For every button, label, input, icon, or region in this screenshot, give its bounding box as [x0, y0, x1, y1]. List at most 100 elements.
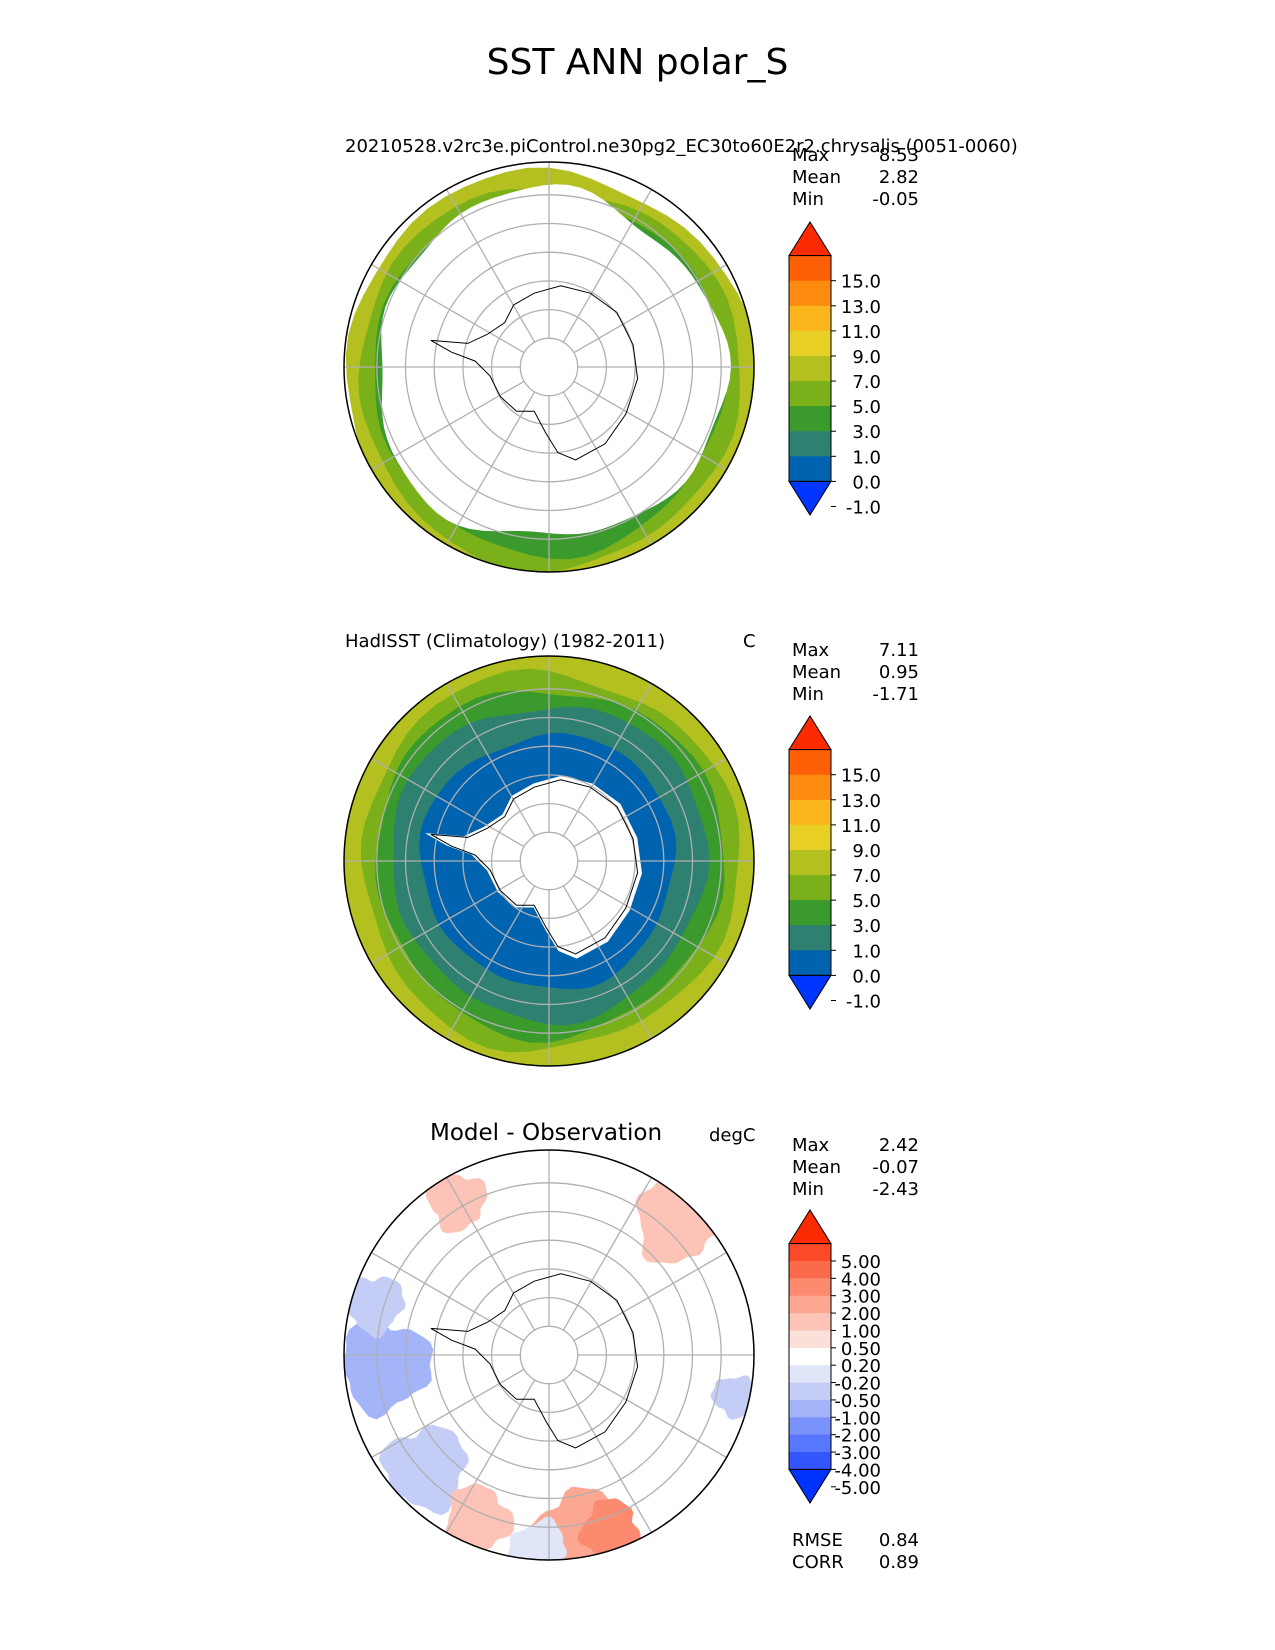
- colorbar-segment: [789, 1330, 831, 1349]
- meridian-line: [445, 391, 536, 545]
- meridian-line: [445, 683, 536, 837]
- colorbar-tick-label: 3.0: [852, 916, 881, 937]
- metric-label: RMSE: [792, 1530, 843, 1551]
- colorbar-segment: [789, 431, 831, 457]
- meridian-line: [562, 885, 653, 1039]
- stat-max: Max 2.42: [792, 1135, 919, 1157]
- meridian-line: [562, 1177, 653, 1331]
- colorbar-segment: [789, 1295, 831, 1314]
- colorbar-segment: [789, 1347, 831, 1366]
- panel-3-title: Model - Observation: [430, 1120, 663, 1146]
- meridian-line: [562, 1379, 653, 1533]
- stat-value: -2.43: [872, 1179, 919, 1200]
- stat-mean: Mean 2.82: [792, 167, 919, 189]
- graticule: [344, 162, 754, 572]
- colorbar-extend-max: [788, 1209, 832, 1245]
- stat-label: Max: [792, 1135, 830, 1156]
- anomaly-patch: [425, 1173, 488, 1234]
- colorbar-outline: [788, 1243, 832, 1470]
- colorbar-tick-label: 15.0: [841, 272, 881, 293]
- colorbar-tick-label: -5.00: [834, 1478, 881, 1499]
- stat-label: Mean: [792, 167, 842, 188]
- colorbar-segment: [789, 1417, 831, 1436]
- polar-map-1: [343, 161, 755, 573]
- colorbar-outline: [788, 255, 832, 482]
- colorbar-tick-label: 1.00: [841, 1321, 881, 1342]
- colorbar-tick-label: 13.0: [841, 297, 881, 318]
- colorbar-extend-max: [788, 221, 832, 257]
- meridian-line: [371, 757, 525, 848]
- stat-label: Max: [792, 640, 830, 661]
- coastline: [430, 285, 639, 461]
- panel-1-title: 20210528.v2rc3e.piControl.ne30pg2_EC30to…: [345, 136, 1018, 157]
- stat-value: -0.07: [872, 1157, 919, 1178]
- map-boundary: [343, 1149, 755, 1561]
- colorbar-segment: [789, 1434, 831, 1453]
- stat-value: -1.71: [872, 684, 919, 705]
- colorbar-segment: [789, 255, 831, 282]
- colorbar-outline: [788, 749, 832, 976]
- panel-1-stats: Max 8.53 Mean 2.82 Min -0.05: [792, 145, 919, 211]
- meridian-line: [562, 189, 653, 343]
- meridian-line: [445, 1379, 536, 1533]
- colorbar-tick-label: 9.0: [852, 347, 881, 368]
- colorbar-tick-label: -1.0: [846, 991, 881, 1012]
- colorbar-tick-label: 2.00: [841, 1304, 881, 1325]
- meridian-line: [445, 189, 536, 343]
- colorbar-tick-label: 9.0: [852, 841, 881, 862]
- anomaly-patch: [443, 1483, 515, 1551]
- meridian-line: [573, 1251, 727, 1342]
- colorbar-tick-label: 0.0: [852, 472, 881, 493]
- stat-label: Mean: [792, 1157, 842, 1178]
- metric-rmse: RMSE 0.84: [792, 1530, 919, 1552]
- colorbar-segment: [789, 456, 831, 482]
- colorbar-segment: [789, 406, 831, 432]
- stat-value: -0.05: [872, 189, 919, 210]
- anomaly-patch: [577, 1498, 641, 1557]
- stat-label: Mean: [792, 662, 842, 683]
- colorbar-segment: [789, 280, 831, 307]
- colorbar-segment: [789, 774, 831, 801]
- meridian-line: [573, 757, 727, 848]
- figure-title: SST ANN polar_S: [486, 42, 789, 83]
- colorbar-segment: [789, 305, 831, 332]
- meridian-line: [371, 1368, 525, 1459]
- colorbar-tick-label: -1.00: [834, 1408, 881, 1429]
- stat-min: Min -2.43: [792, 1179, 919, 1201]
- colorbar-segment: [789, 875, 831, 901]
- map-boundary: [343, 161, 755, 573]
- colorbar-segment: [789, 749, 831, 776]
- panel-2-units: C: [743, 631, 756, 652]
- colorbar-segment: [789, 330, 831, 357]
- colorbar-tick-label: 3.0: [852, 422, 881, 443]
- colorbar-tick-label: -3.00: [834, 1443, 881, 1464]
- meridian-line: [445, 885, 536, 1039]
- colorbar-segment: [789, 1243, 831, 1262]
- stat-value: 7.11: [878, 640, 919, 661]
- colorbar-tick-label: 0.0: [852, 966, 881, 987]
- colorbar-tick-label: -4.00: [834, 1460, 881, 1481]
- sea-ice-mask: [381, 184, 731, 535]
- meridian-line: [445, 1177, 536, 1331]
- colorbar-segment: [789, 900, 831, 926]
- meridian-line: [371, 380, 525, 471]
- coastline: [430, 779, 639, 955]
- meridian-line: [573, 380, 727, 471]
- stat-mean: Mean 0.95: [792, 662, 919, 684]
- colorbar-segment: [789, 1365, 831, 1384]
- colorbar-tick-label: 0.20: [841, 1356, 881, 1377]
- stat-min: Min -1.71: [792, 684, 919, 706]
- colorbar-tick-label: 7.0: [852, 372, 881, 393]
- stat-value: 0.95: [878, 662, 919, 683]
- coastline: [430, 1273, 639, 1449]
- colorbar-segment: [789, 1382, 831, 1401]
- panel-3-stats: Max 2.42 Mean -0.07 Min -2.43: [792, 1135, 919, 1201]
- meridian-line: [562, 683, 653, 837]
- stat-value: 2.42: [878, 1135, 919, 1156]
- panel-3-units: degC: [709, 1125, 756, 1146]
- polar-map-2: [343, 655, 755, 1067]
- colorbar-tick-label: 1.0: [852, 447, 881, 468]
- meridian-line: [573, 1368, 727, 1459]
- colorbar-tick-label: 5.0: [852, 891, 881, 912]
- graticule: [344, 1150, 754, 1560]
